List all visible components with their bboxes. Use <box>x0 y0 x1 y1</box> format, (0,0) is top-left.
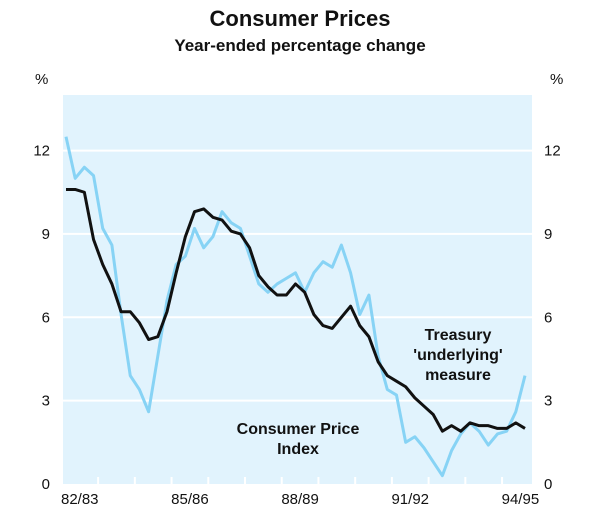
underlying-label-line3: measure <box>425 367 491 384</box>
cpi-line <box>64 136 527 478</box>
y-tick-label-right: 3 <box>544 393 552 410</box>
x-tick-label: 82/83 <box>61 491 99 508</box>
y-tick-label-left: 0 <box>42 476 50 493</box>
plot-background <box>62 95 532 484</box>
y-tick-label-left: 3 <box>42 393 50 410</box>
underlying-line <box>66 187 526 433</box>
y-tick-label-right: 12 <box>544 143 561 160</box>
x-tick-label: 88/89 <box>281 491 319 508</box>
x-tick-label: 94/95 <box>502 491 540 508</box>
underlying-label-line2: 'underlying' <box>413 347 502 364</box>
y-tick-label-right: 0 <box>544 476 552 493</box>
y-tick-label-left: 9 <box>42 226 50 243</box>
underlying-label-line1: Treasury <box>425 327 492 344</box>
y-tick-label-left: 12 <box>33 143 50 160</box>
x-tick-label: 91/92 <box>391 491 429 508</box>
y-tick-label-left: 6 <box>42 309 50 326</box>
x-tick-label: 85/86 <box>171 491 209 508</box>
chart-subtitle: Year-ended percentage change <box>174 36 426 55</box>
y-unit-right: % <box>550 71 563 88</box>
cpi-label-line2: Index <box>277 441 319 458</box>
chart-title: Consumer Prices <box>209 6 391 31</box>
y-tick-label-right: 9 <box>544 226 552 243</box>
cpi-label-line1: Consumer Price <box>237 421 360 438</box>
y-tick-label-right: 6 <box>544 309 552 326</box>
y-unit-left: % <box>35 71 48 88</box>
